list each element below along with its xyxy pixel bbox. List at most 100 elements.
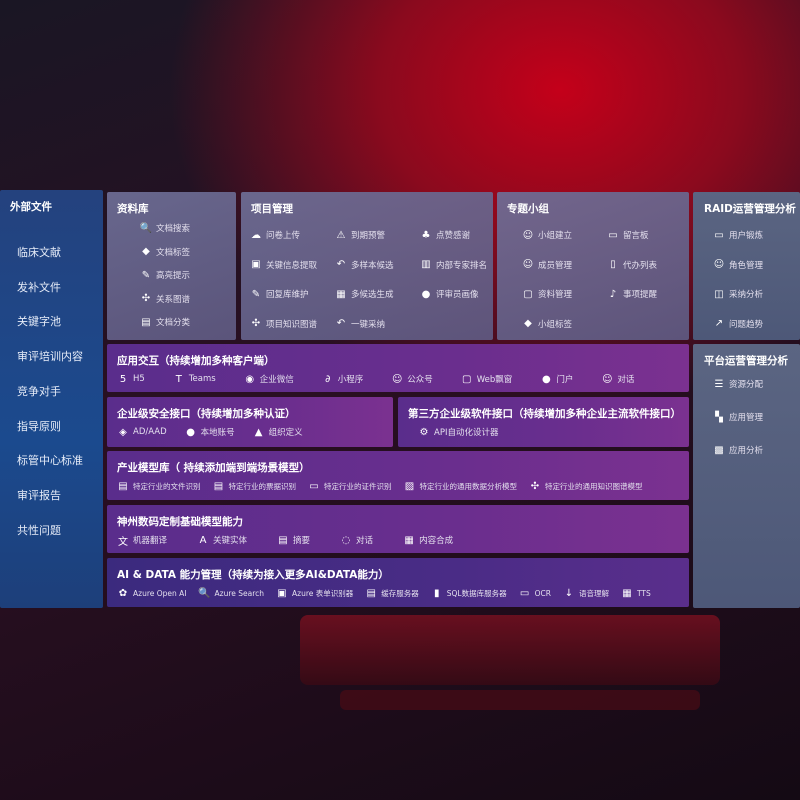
interaction-item[interactable]: ☺ 对话 [601, 373, 635, 386]
interaction-item[interactable]: T Teams [173, 373, 216, 385]
industry-item[interactable]: ▨ 特定行业的通用数据分析模型 [404, 480, 517, 492]
library-item[interactable]: ◆ 文档标签 [140, 246, 190, 258]
panel-title: 项目管理 [251, 203, 293, 215]
item-label: 角色管理 [729, 260, 764, 271]
project-item[interactable]: ● 评审员画像 [420, 288, 479, 301]
aidata-item[interactable]: ▦ TTS [621, 587, 651, 599]
project-item[interactable]: ♣ 点赞感谢 [420, 229, 471, 242]
project-item[interactable]: ↶ 一键采纳 [335, 318, 385, 330]
bbs-icon: ▭ [608, 229, 618, 241]
item-label: Azure Open AI [133, 588, 187, 598]
aidata-item[interactable]: 🔍 Azure Search [198, 587, 264, 599]
raid-item[interactable]: ▭ 用户锻炼 [713, 229, 763, 242]
external-file-item[interactable]: 审评培训内容 [17, 350, 83, 364]
project-item[interactable]: ↶ 多样本候选 [335, 259, 394, 271]
group-item[interactable]: ☺ 小组建立 [522, 229, 572, 242]
receipt-icon: ▤ [213, 480, 224, 492]
project-item[interactable]: ▥ 内部专家排名 [420, 259, 487, 271]
ad-icon: ◈ [119, 426, 127, 438]
project-item[interactable]: ✣ 项目知识图谱 [250, 318, 317, 330]
external-file-item[interactable]: 指导原则 [17, 419, 61, 433]
ai-data-panel: AI & DATA 能力管理（持续为接入更多AI&DATA能力） ✿ Azure … [107, 558, 689, 607]
aidata-item[interactable]: ▣ Azure 表单识别器 [276, 587, 353, 599]
library-item[interactable]: ▤ 文档分类 [140, 316, 190, 329]
external-file-item[interactable]: 关键字池 [17, 315, 61, 329]
platform-item[interactable]: ▩ 应用分析 [713, 444, 763, 457]
panel-title: 神州数码定制基础模型能力 [117, 516, 243, 528]
item-label: 公众号 [407, 375, 433, 385]
raid-item[interactable]: ☺ 角色管理 [713, 259, 763, 271]
project-item[interactable]: ⚠ 到期预警 [335, 229, 386, 242]
file-icon: ▤ [118, 480, 128, 492]
item-label: 内容合成 [419, 536, 454, 546]
group-item[interactable]: ♪ 事项提醒 [607, 288, 657, 301]
interaction-item[interactable]: ∂ 小程序 [322, 373, 363, 386]
security-item[interactable]: ▲ 组织定义 [253, 426, 303, 439]
topic-group-panel: 专题小组 ☺ 小组建立 ▭ 留言板 ☺ 成员管理 ▯ 代办列表 ▢ 资料管理 ♪ 事项提醒 ◆ 小组标签 [497, 192, 689, 340]
tts-icon: ▦ [622, 587, 632, 599]
industry-item[interactable]: ▭ 特定行业的证件识别 [308, 480, 391, 492]
project-item[interactable]: ▦ 多候选生成 [335, 288, 393, 301]
thumbs-up-icon: ♣ [421, 229, 431, 241]
ranking-icon: ▥ [421, 259, 431, 270]
security-item[interactable]: ◈ AD/AAD [117, 426, 167, 438]
trend-icon: ↗ [714, 318, 724, 329]
interaction-item[interactable]: ☺ 公众号 [391, 373, 433, 386]
industry-items: ▤ 特定行业的文件识别 ▤ 特定行业的票据识别 ▭ 特定行业的证件识别 ▨ 特定行业的通用数据… [117, 480, 655, 492]
platform-item[interactable]: ▚ 应用管理 [713, 411, 763, 424]
security-item[interactable]: ● 本地账号 [185, 426, 234, 439]
item-label: 对话 [617, 375, 635, 385]
aidata-item[interactable]: ✿ Azure Open AI [117, 587, 187, 599]
users-icon: ☺ [713, 259, 725, 270]
industry-item[interactable]: ✣ 特定行业的通用知识图谱模型 [529, 480, 643, 492]
platform-item[interactable]: ☰ 资源分配 [713, 378, 764, 391]
external-file-item[interactable]: 临床文献 [17, 246, 61, 259]
external-file-item[interactable]: 审评报告 [17, 488, 61, 502]
external-file-item[interactable]: 共性问题 [17, 523, 61, 537]
interaction-item[interactable]: ● 门户 [540, 373, 573, 386]
base-item[interactable]: ◌ 对话 [340, 534, 374, 547]
group-item[interactable]: ☺ 成员管理 [522, 259, 572, 271]
group-item[interactable]: ▢ 资料管理 [522, 288, 573, 301]
reply-all-icon: ↶ [336, 259, 346, 270]
aidata-items: ✿ Azure Open AI 🔍 Azure Search ▣ Azure 表单识别器 ▤… [117, 587, 663, 599]
industry-item[interactable]: ▤ 特定行业的文件识别 [117, 480, 200, 492]
interaction-item[interactable]: 5 H5 [117, 373, 145, 385]
item-label: SQL数据库服务器 [446, 588, 507, 598]
base-item[interactable]: A 关键实体 [197, 534, 247, 547]
aidata-item[interactable]: ▮ SQL数据库服务器 [431, 587, 507, 599]
interaction-item[interactable]: ◉ 企业微信 [244, 373, 293, 386]
external-file-item[interactable]: 标管中心标准 [17, 454, 83, 468]
gear-icon: ⚙ [419, 426, 429, 438]
item-label: Azure 表单识别器 [292, 588, 354, 598]
project-item[interactable]: ☁ 问卷上传 [250, 229, 300, 242]
external-file-item[interactable]: 竞争对手 [17, 384, 61, 398]
window-icon: ▢ [462, 373, 472, 385]
item-label: 特定行业的通用知识图谱模型 [545, 481, 643, 491]
item-label: 资料管理 [538, 290, 573, 300]
aidata-item[interactable]: ▤ 缓存服务器 [365, 587, 419, 599]
item-label: 对话 [356, 536, 374, 546]
library-item[interactable]: ✣ 关系图谱 [140, 293, 190, 305]
doc-search-icon: 🔍 [139, 222, 153, 234]
base-item[interactable]: ▦ 内容合成 [403, 534, 454, 547]
raid-item[interactable]: ↗ 问题趋势 [713, 318, 763, 330]
project-item[interactable]: ▣ 关键信息提取 [250, 259, 317, 271]
network-icon: ✣ [251, 318, 261, 329]
industry-item[interactable]: ▤ 特定行业的票据识别 [213, 480, 296, 492]
interaction-item[interactable]: ▢ Web飘窗 [461, 373, 512, 386]
library-item[interactable]: 🔍 文档搜索 [139, 222, 190, 235]
library-item[interactable]: ✎ 高亮提示 [140, 269, 190, 282]
group-item[interactable]: ▯ 代办列表 [607, 259, 657, 271]
thirdparty-item[interactable]: ⚙ API自动化设计器 [418, 426, 499, 439]
base-item[interactable]: 文机器翻译 [117, 534, 167, 548]
panel-title: 资料库 [117, 203, 149, 215]
base-item[interactable]: ▤ 摘要 [277, 534, 310, 547]
external-file-item[interactable]: 发补文件 [17, 280, 61, 294]
project-item[interactable]: ✎ 回复库维护 [250, 288, 309, 301]
group-item[interactable]: ◆ 小组标签 [522, 318, 572, 330]
group-item[interactable]: ▭ 留言板 [607, 229, 648, 242]
raid-item[interactable]: ◫ 采纳分析 [713, 288, 763, 301]
aidata-item[interactable]: ↓ 语音理解 [563, 587, 609, 599]
aidata-item[interactable]: ▭ OCR [519, 587, 551, 599]
